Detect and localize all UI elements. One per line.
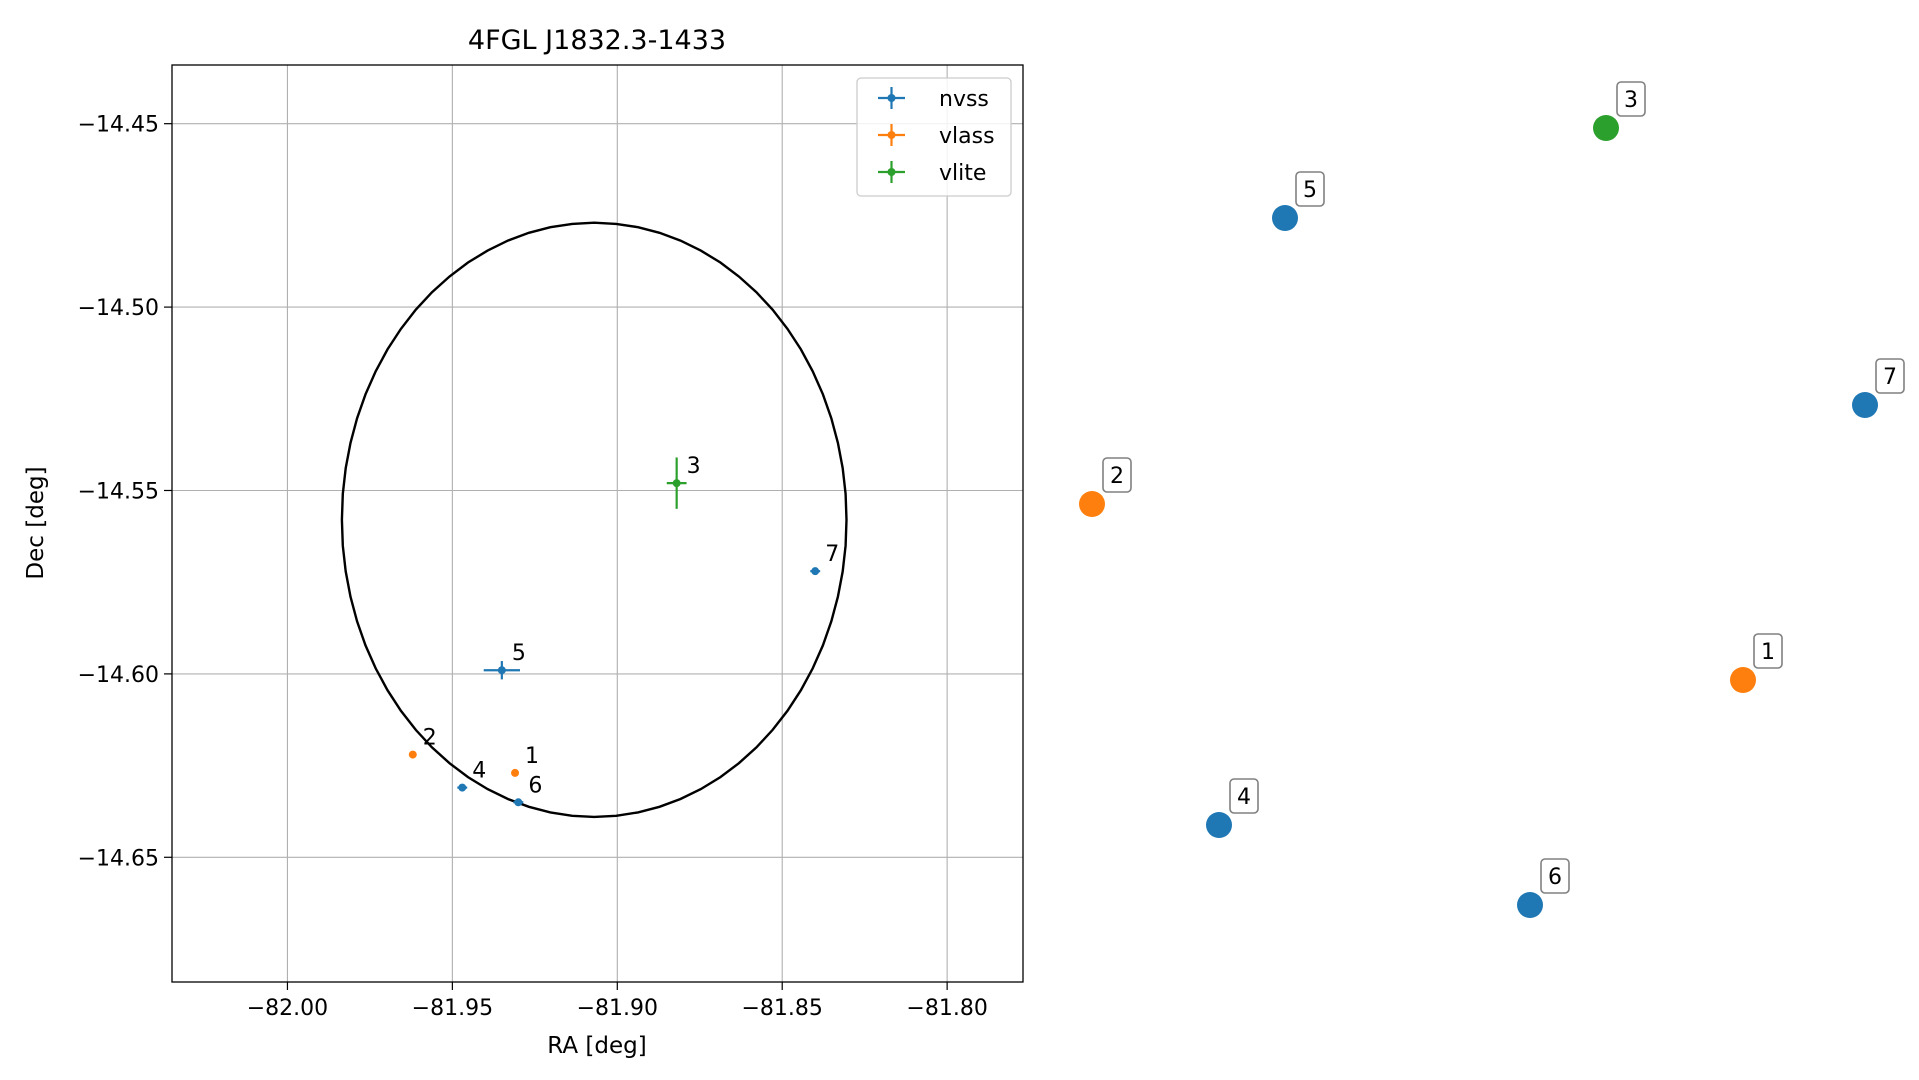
panel-label-box: [1295, 171, 1325, 207]
main-plot: 4 5 6 7 1 2 3 −82.00 −81.95 −81.90 −81.85 −81.80 −1…: [23, 25, 1024, 1059]
panel-point: [1079, 491, 1105, 517]
panel-label: 3: [1624, 88, 1638, 113]
y-tick-label: −14.60: [78, 663, 159, 688]
y-tick-label: −14.45: [78, 113, 159, 138]
point-label: 2: [423, 726, 437, 751]
panel-label: 2: [1110, 464, 1124, 489]
point-marker: [408, 750, 417, 759]
data-point-vlite: 3: [666, 454, 701, 509]
point-marker: [458, 783, 467, 792]
panel-label-box: [1616, 81, 1646, 117]
point-label: 6: [528, 773, 542, 798]
marker-nvss: 4: [1206, 778, 1259, 838]
panel-label-box: [1229, 778, 1259, 814]
legend-label: nvss: [939, 87, 989, 112]
data-point-vlass: 2: [408, 726, 437, 759]
marker-vlass: 2: [1079, 457, 1132, 517]
data-point-vlass: 1: [511, 744, 539, 777]
panel-label-box: [1102, 457, 1132, 493]
data-points: 4 5 6 7 1 2 3: [408, 454, 839, 807]
x-tick-label: −81.80: [906, 996, 987, 1021]
grid-lines: [172, 65, 1023, 982]
x-tick-label: −81.90: [577, 996, 658, 1021]
point-marker: [511, 768, 520, 777]
legend-entry-vlass: vlass: [878, 124, 995, 149]
marker-vlass: 1: [1730, 633, 1783, 693]
y-tick-label: −14.50: [78, 296, 159, 321]
data-point-nvss: 7: [810, 542, 839, 576]
x-axis-label: RA [deg]: [547, 1033, 646, 1059]
panel-point: [1730, 667, 1756, 693]
y-tick-label: −14.65: [78, 846, 159, 871]
data-point-nvss: 4: [457, 759, 486, 792]
error-ellipse: [340, 221, 848, 819]
point-label: 1: [525, 744, 539, 769]
panel-label: 5: [1303, 178, 1317, 203]
marker-vlite: 3: [1593, 81, 1646, 141]
point-label: 4: [472, 759, 486, 784]
legend-marker: [887, 131, 896, 139]
point-marker: [672, 479, 681, 488]
panel-label: 6: [1548, 865, 1562, 890]
legend-label: vlass: [939, 124, 995, 149]
x-tick-label: −82.00: [247, 996, 328, 1021]
legend: nvss vlass vlite: [856, 77, 1012, 197]
marker-nvss: 7: [1852, 358, 1905, 418]
panel-point: [1206, 812, 1232, 838]
panel-label: 4: [1237, 785, 1251, 810]
panel-label: 1: [1761, 640, 1775, 665]
chart-title: 4FGL J1832.3-1433: [468, 25, 726, 56]
legend-frame: [856, 77, 1012, 197]
panel-label-box: [1753, 633, 1783, 669]
point-marker: [514, 798, 523, 807]
legend-entry-nvss: nvss: [878, 87, 989, 112]
point-marker: [811, 567, 820, 576]
point-label: 7: [825, 542, 839, 567]
panel-point: [1272, 205, 1298, 231]
data-point-nvss: 5: [483, 641, 526, 680]
panel-point: [1852, 392, 1878, 418]
marker-nvss: 5: [1272, 171, 1325, 231]
panel-label: 7: [1883, 365, 1897, 390]
panel-point: [1593, 115, 1619, 141]
axis-ticks: −82.00 −81.95 −81.90 −81.85 −81.80 −14.45 −14.…: [78, 113, 988, 1021]
point-marker: [497, 666, 506, 675]
panel-point: [1517, 892, 1543, 918]
data-point-nvss: 6: [513, 773, 542, 807]
point-label: 5: [512, 641, 526, 666]
plot-frame: [171, 64, 1024, 983]
marker-panel: 1 2 3 4 5 6 7: [1079, 81, 1905, 918]
legend-label: vlite: [939, 161, 986, 186]
marker-nvss: 6: [1517, 858, 1570, 918]
x-tick-label: −81.95: [412, 996, 493, 1021]
point-label: 3: [687, 454, 701, 479]
panel-label-box: [1875, 358, 1905, 394]
x-tick-label: −81.85: [742, 996, 823, 1021]
legend-marker: [887, 168, 896, 176]
legend-marker: [887, 94, 896, 102]
y-axis-label: Dec [deg]: [23, 466, 49, 579]
panel-label-box: [1540, 858, 1570, 894]
y-tick-label: −14.55: [78, 479, 159, 504]
legend-entry-vlite: vlite: [878, 161, 986, 186]
